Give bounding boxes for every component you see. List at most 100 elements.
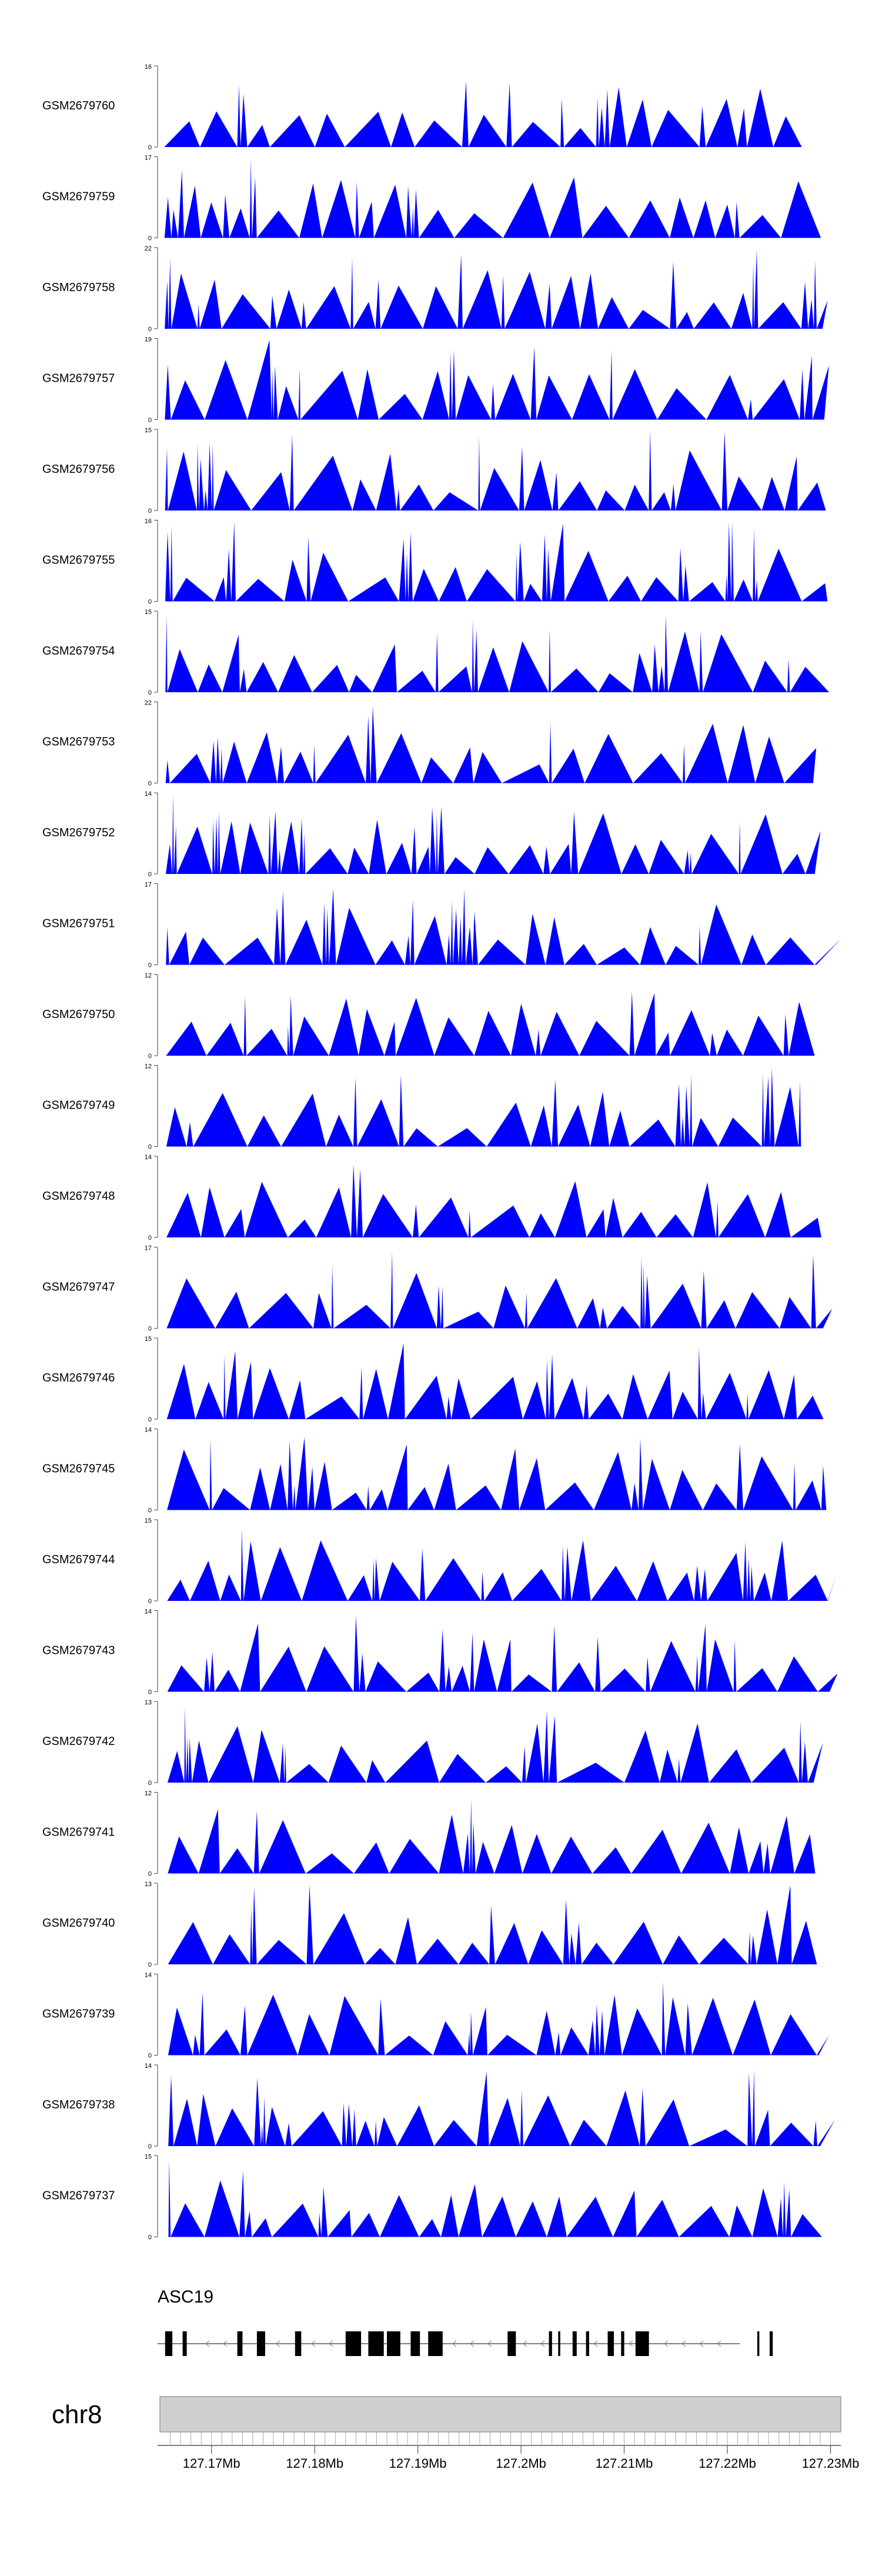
y-tick-label-max: 16 — [145, 518, 152, 525]
coverage-area — [165, 340, 829, 420]
coverage-area — [166, 1251, 833, 1329]
y-tick-label-max: 17 — [145, 1245, 152, 1252]
y-tick-label-zero: 0 — [148, 2234, 152, 2241]
y-tick-label-max: 22 — [145, 245, 152, 252]
y-tick-label-zero: 0 — [148, 508, 152, 515]
y-tick-label-max: 15 — [145, 609, 152, 616]
track-label: GSM2679747 — [42, 1281, 115, 1294]
coverage-area — [165, 794, 821, 874]
track-label: GSM2679754 — [42, 645, 115, 658]
track-label: GSM2679745 — [42, 1463, 115, 1476]
x-tick-label: 127.22Mb — [699, 2456, 756, 2471]
strand-arrow — [629, 2340, 633, 2347]
y-tick-label-zero: 0 — [148, 1961, 152, 1968]
y-tick-label-zero: 0 — [148, 235, 152, 242]
track-GSM2679752: GSM2679752 14 0 — [42, 790, 821, 878]
y-tick-label-zero: 0 — [148, 962, 152, 969]
y-tick-label-zero: 0 — [148, 417, 152, 424]
exon — [165, 2331, 173, 2356]
track-label: GSM2679738 — [42, 2098, 115, 2111]
y-tick-label-zero: 0 — [148, 1416, 152, 1423]
track-label: GSM2679757 — [42, 372, 115, 385]
coverage-area — [168, 2069, 836, 2146]
y-tick-label-zero: 0 — [148, 689, 152, 696]
track-label: GSM2679749 — [42, 1099, 115, 1112]
y-tick-label-zero: 0 — [148, 2143, 152, 2150]
y-tick-label-zero: 0 — [148, 1326, 152, 1333]
track-GSM2679758: GSM2679758 22 0 — [42, 245, 828, 333]
track-GSM2679748: GSM2679748 14 0 — [42, 1154, 821, 1242]
track-label: GSM2679759 — [42, 191, 115, 203]
track-GSM2679751: GSM2679751 17 0 — [42, 882, 841, 969]
exon — [368, 2331, 384, 2356]
y-tick-label-max: 15 — [145, 427, 152, 434]
coverage-area — [165, 615, 830, 692]
y-tick-label-max: 13 — [145, 1881, 152, 1888]
x-tick-label: 127.17Mb — [183, 2456, 240, 2471]
strand-arrow — [276, 2340, 280, 2347]
gene-track: ASC19 — [158, 2287, 773, 2356]
strand-arrow — [329, 2340, 333, 2347]
track-GSM2679760: GSM2679760 16 0 — [42, 64, 802, 151]
y-tick-label-max: 15 — [145, 1336, 152, 1343]
strand-arrow — [699, 2340, 704, 2347]
coverage-area — [165, 431, 826, 510]
exon — [635, 2331, 649, 2356]
track-GSM2679756: GSM2679756 15 0 — [42, 427, 826, 515]
track-GSM2679742: GSM2679742 13 0 — [42, 1699, 823, 1787]
track-GSM2679741: GSM2679741 12 0 — [42, 1790, 816, 1878]
x-tick-label: 127.18Mb — [286, 2456, 343, 2471]
y-tick-label-max: 14 — [145, 790, 152, 798]
y-tick-label-zero: 0 — [148, 1144, 152, 1151]
y-tick-label-zero: 0 — [148, 780, 152, 788]
y-tick-label-zero: 0 — [148, 326, 152, 333]
strand-arrow — [205, 2340, 210, 2347]
major-ticks: 127.17Mb 127.18Mb 127.19Mb 127.2Mb 127.21Mb 1… — [183, 2445, 859, 2471]
exon — [237, 2331, 243, 2356]
track-label: GSM2679739 — [42, 2008, 115, 2021]
exon — [607, 2331, 614, 2356]
strand-arrow — [523, 2340, 527, 2347]
track-GSM2679744: GSM2679744 15 0 — [42, 1517, 837, 1605]
track-GSM2679750: GSM2679750 12 0 — [42, 972, 815, 1060]
track-GSM2679745: GSM2679745 14 0 — [42, 1427, 827, 1514]
exon — [549, 2331, 552, 2356]
strand-arrow — [452, 2340, 457, 2347]
y-tick-label-max: 15 — [145, 2154, 152, 2161]
exon — [256, 2331, 265, 2356]
strand-arrow — [717, 2340, 721, 2347]
gene-exons — [165, 2331, 773, 2356]
y-tick-label-max: 12 — [145, 1790, 152, 1797]
coverage-area — [165, 521, 828, 602]
track-label: GSM2679744 — [42, 1553, 115, 1566]
exon — [345, 2331, 362, 2356]
y-tick-label-max: 14 — [145, 1609, 152, 1616]
y-tick-label-max: 14 — [145, 1154, 152, 1161]
track-label: GSM2679756 — [42, 463, 115, 476]
y-tick-label-zero: 0 — [148, 1507, 152, 1514]
y-tick-label-zero: 0 — [148, 1871, 152, 1878]
coverage-tracks: GSM2679760160GSM2679759170GSM2679758220G… — [42, 64, 841, 2241]
track-GSM2679747: GSM2679747 17 0 — [42, 1245, 833, 1333]
coverage-area — [168, 1799, 816, 1874]
strand-arrow — [664, 2340, 669, 2347]
coverage-area — [168, 1981, 830, 2056]
track-label: GSM2679751 — [42, 917, 115, 930]
x-tick-label: 127.21Mb — [596, 2456, 653, 2471]
y-tick-label-max: 12 — [145, 1063, 152, 1070]
y-tick-label-max: 15 — [145, 1517, 152, 1524]
y-tick-label-max: 17 — [145, 155, 152, 162]
y-tick-label-zero: 0 — [148, 599, 152, 606]
minor-ticks — [170, 2431, 831, 2445]
coverage-area — [166, 992, 815, 1056]
coverage-area — [165, 249, 828, 329]
y-tick-label-zero: 0 — [148, 1598, 152, 1605]
track-label: GSM2679746 — [42, 1372, 115, 1384]
y-tick-label-max: 17 — [145, 882, 152, 889]
strand-arrow — [223, 2340, 228, 2347]
coverage-area — [165, 706, 817, 783]
exon — [558, 2331, 560, 2356]
track-label: GSM2679740 — [42, 1917, 115, 1930]
strand-arrow — [487, 2340, 492, 2347]
exon — [182, 2331, 187, 2356]
